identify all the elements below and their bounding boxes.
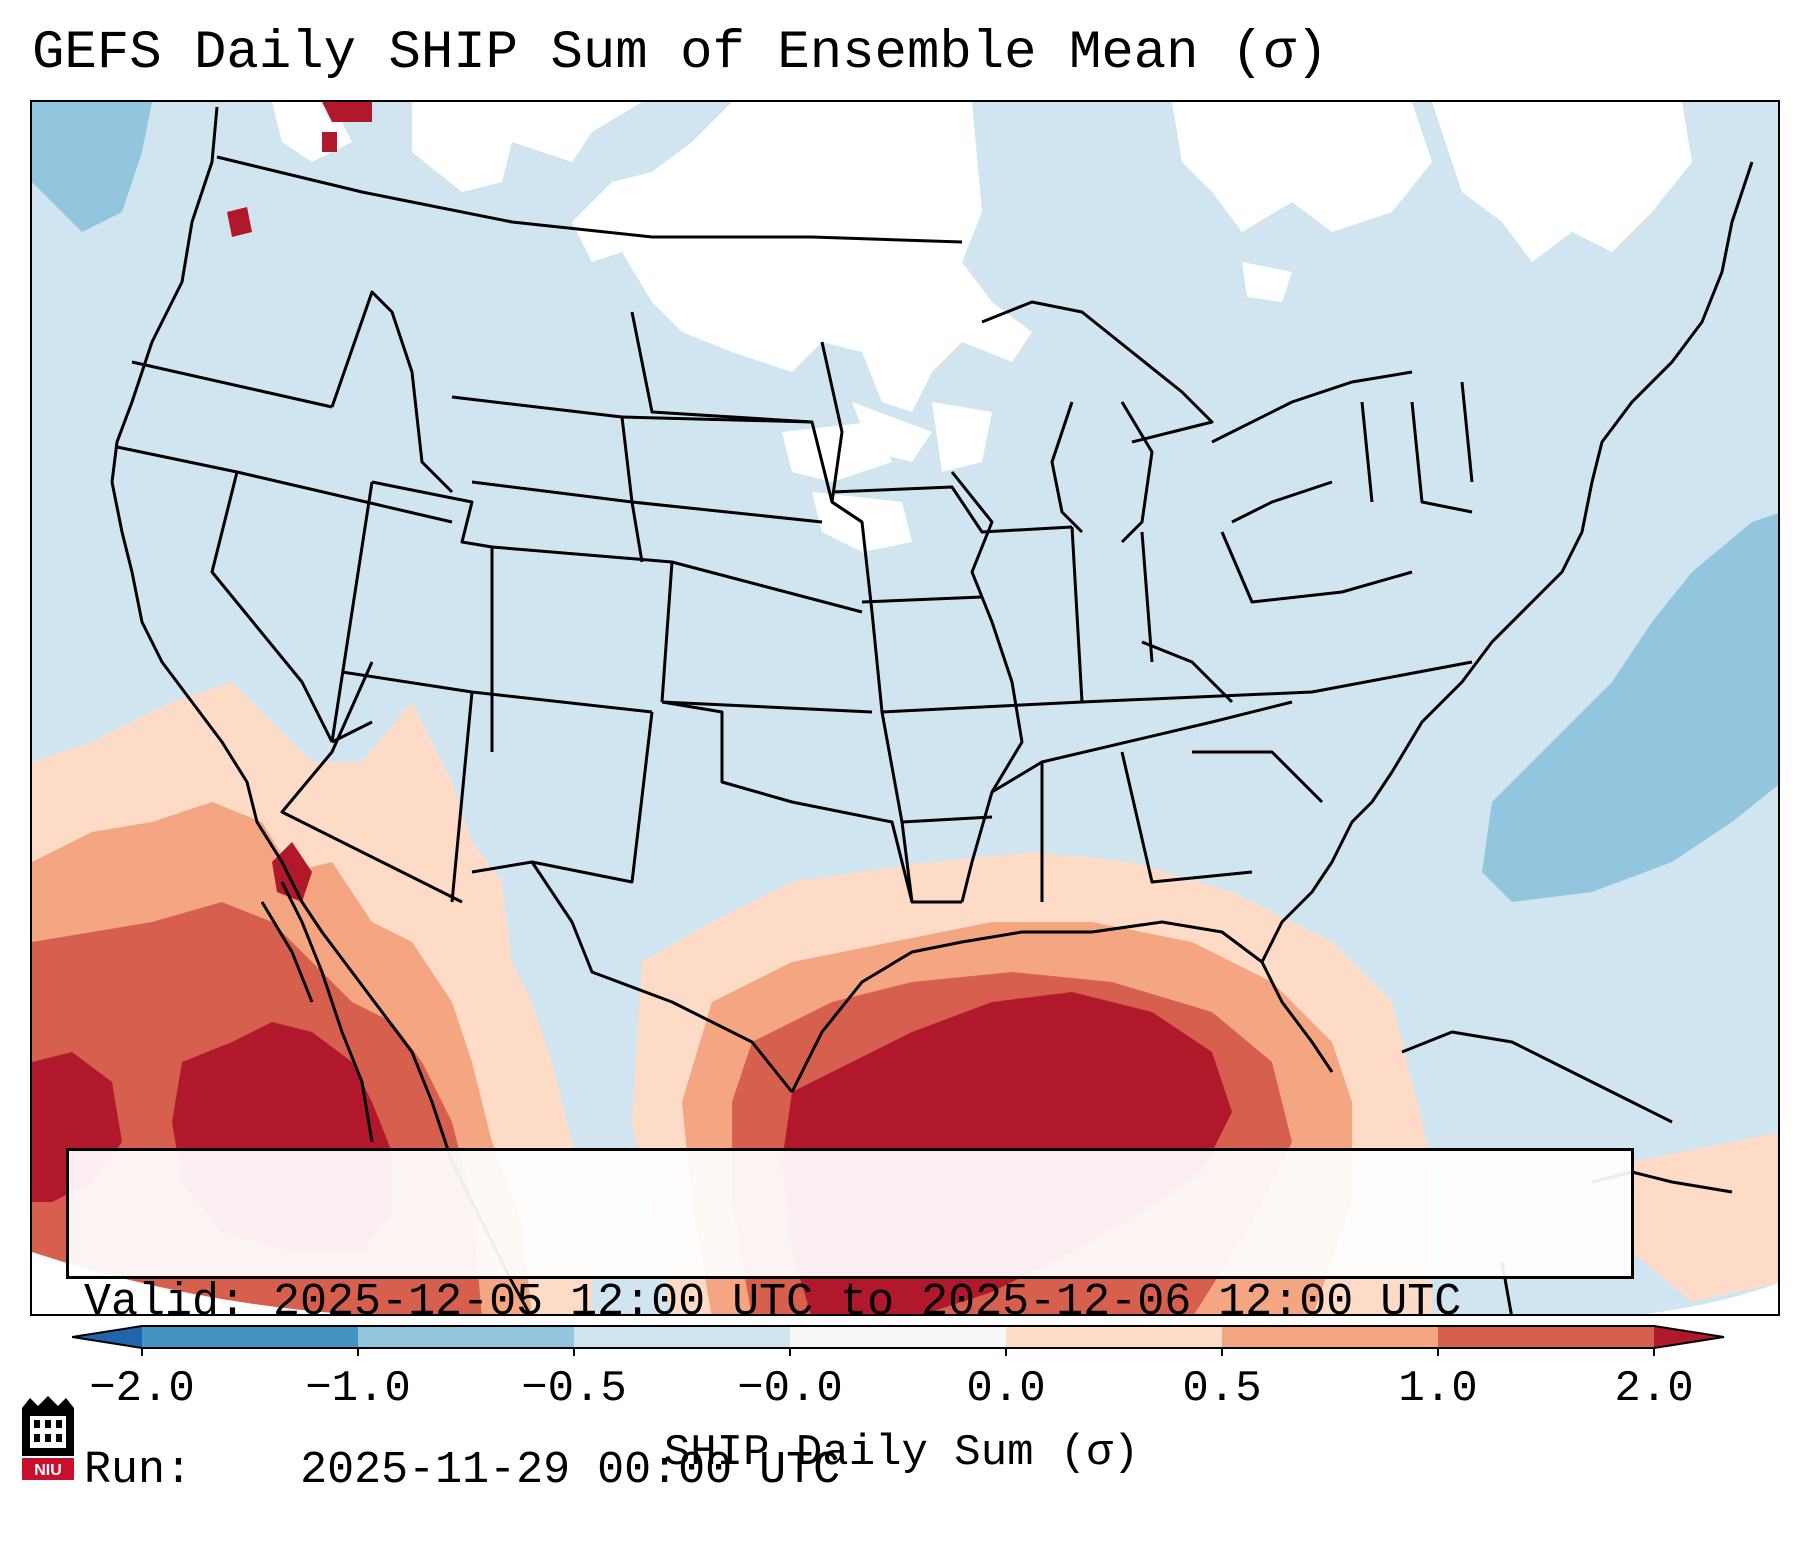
- colorbar-tick-label: 2.0: [1614, 1364, 1694, 1414]
- colorbar-bin: [1222, 1326, 1438, 1348]
- colorbar-bin: [1438, 1326, 1654, 1348]
- colorbar-tick-label: 0.5: [1182, 1364, 1262, 1414]
- colorbar-tick-label: −0.5: [521, 1364, 627, 1414]
- valid-row: Valid: 2025-12-05 12:00 UTC to 2025-12-0…: [84, 1275, 1631, 1331]
- niu-logo: NIU: [22, 1396, 74, 1480]
- colorbar-tick-label: 1.0: [1398, 1364, 1478, 1414]
- run-value: 2025-11-29 00:00 UTC: [300, 1445, 841, 1496]
- projection-edge-left: [32, 1252, 346, 1314]
- colorbar-tick-label: −1.0: [305, 1364, 411, 1414]
- colorbar-bin: [142, 1326, 358, 1348]
- state-boundaries: [110, 106, 1754, 1314]
- colorbar-tick-label: 0.0: [966, 1364, 1046, 1414]
- negative-anomaly-regions: [32, 102, 1778, 902]
- projection-edge-right: [1644, 1283, 1778, 1314]
- colorbar-extend-low: [72, 1326, 142, 1348]
- colorbar-label: SHIP Daily Sum (σ): [663, 1428, 1140, 1478]
- map-panel: [30, 100, 1780, 1316]
- map-title: GEFS Daily SHIP Sum of Ensemble Mean (σ): [32, 23, 1329, 84]
- colorbar-tick-label: −0.0: [737, 1364, 843, 1414]
- colorbar: [72, 1325, 1725, 1356]
- zero-anomaly-regions: [272, 102, 1692, 552]
- colorbar-tick-label: −2.0: [89, 1364, 195, 1414]
- valid-label: Valid:: [84, 1277, 247, 1328]
- map-canvas: [32, 102, 1778, 1314]
- colorbar-bin: [574, 1326, 790, 1348]
- run-row: Run: 2025-11-29 00:00 UTC: [84, 1443, 1631, 1499]
- colorbar-extend-high: [1654, 1326, 1724, 1348]
- run-label: Run:: [84, 1445, 193, 1496]
- colorbar-bin: [358, 1326, 574, 1348]
- valid-value: 2025-12-05 12:00 UTC to 2025-12-06 12:00…: [273, 1277, 1462, 1328]
- valid-run-info-box: Valid: 2025-12-05 12:00 UTC to 2025-12-0…: [66, 1148, 1634, 1496]
- colorbar-bin: [790, 1326, 1006, 1348]
- logo-text: NIU: [34, 1462, 62, 1479]
- colorbar-bin: [1006, 1326, 1222, 1348]
